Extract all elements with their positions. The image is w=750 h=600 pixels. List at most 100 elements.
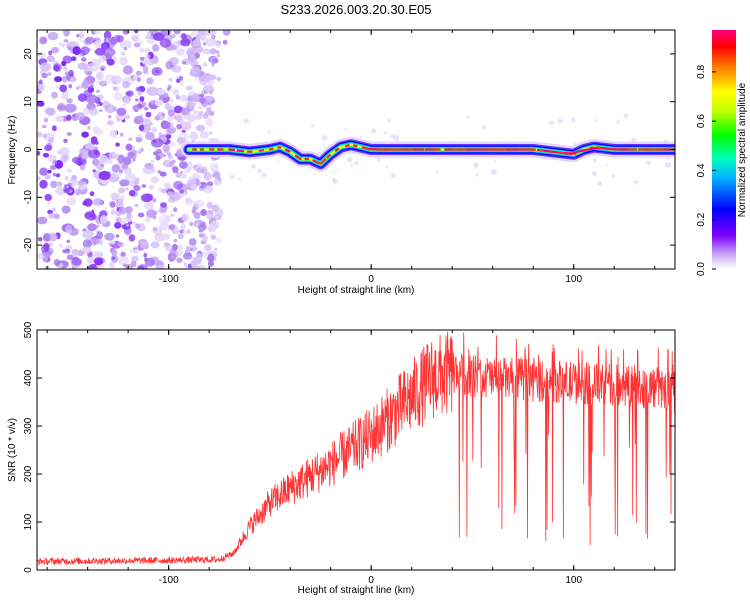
noise-blob [155, 155, 161, 161]
noise-blob [155, 69, 160, 74]
noise-blob [202, 62, 208, 67]
colorbar-tick-label: 0.0 [696, 262, 707, 276]
noise-blob [204, 111, 210, 116]
noise-speck [646, 160, 651, 165]
noise-blob [172, 243, 178, 251]
noise-blob [57, 104, 65, 110]
noise-speck [475, 173, 479, 177]
noise-speck [371, 128, 377, 134]
noise-blob [112, 86, 117, 90]
x-tick-label: -100 [159, 575, 179, 586]
y-tick-label: -10 [23, 190, 34, 205]
noise-speck [385, 165, 389, 169]
colorbar-tick-label: 0.6 [696, 114, 707, 128]
noise-blob [92, 169, 96, 173]
noise-blob [143, 253, 148, 258]
noise-blob [205, 210, 215, 220]
noise-blob [150, 138, 164, 148]
noise-blob [176, 78, 181, 83]
noise-blob [160, 121, 171, 129]
noise-speck [634, 180, 639, 185]
chart-title: S233.2026.003.20.30.E05 [280, 2, 431, 17]
noise-blob [180, 223, 186, 230]
noise-blob [182, 229, 188, 235]
noise-blob [47, 154, 57, 162]
noise-blob [87, 149, 101, 159]
noise-speck [605, 164, 608, 167]
noise-blob [79, 148, 89, 157]
noise-blob [167, 110, 176, 117]
noise-blob [81, 131, 89, 138]
noise-blob [47, 169, 52, 174]
noise-blob [181, 173, 187, 179]
noise-blob [204, 244, 212, 252]
noise-blob [123, 156, 132, 166]
noise-blob [62, 66, 68, 71]
noise-blob [106, 58, 115, 66]
noise-blob [104, 104, 116, 114]
noise-speck [311, 124, 315, 128]
snr-y-axis-label: SNR (10 * v/v) [7, 418, 18, 482]
noise-blob [163, 233, 171, 240]
noise-blob [59, 243, 63, 248]
noise-blob [192, 38, 201, 47]
noise-blob [93, 257, 104, 266]
noise-blob [53, 258, 61, 266]
noise-blob [54, 76, 63, 83]
noise-speck [257, 168, 263, 174]
noise-blob [186, 229, 191, 234]
noise-blob [142, 65, 149, 72]
noise-blob [108, 261, 115, 269]
noise-blob [199, 97, 206, 104]
noise-blob [197, 174, 202, 180]
noise-blob [193, 199, 204, 208]
noise-blob [94, 47, 106, 56]
noise-blob [61, 75, 68, 83]
noise-blob [148, 184, 155, 190]
noise-blob [58, 181, 63, 187]
noise-blob [150, 159, 154, 163]
x-tick-label: 100 [565, 575, 582, 586]
noise-blob [134, 95, 139, 99]
noise-blob [99, 73, 104, 78]
noise-blob [211, 174, 216, 178]
noise-blob [180, 33, 187, 40]
noise-blob [68, 69, 74, 77]
noise-blob [209, 163, 219, 173]
noise-blob [124, 264, 134, 269]
noise-blob [52, 172, 57, 177]
noise-blob [130, 260, 137, 267]
noise-blob [134, 30, 139, 34]
noise-blob [186, 47, 196, 57]
noise-blob [176, 115, 183, 123]
noise-blob [62, 249, 68, 254]
noise-blob [52, 63, 62, 72]
noise-blob [176, 123, 182, 130]
noise-blob [43, 242, 50, 251]
noise-blob [77, 62, 88, 70]
noise-blob [37, 150, 41, 156]
noise-blob [94, 39, 103, 49]
noise-speck [384, 131, 388, 135]
noise-blob [108, 47, 113, 52]
noise-blob [165, 134, 172, 140]
noise-blob [145, 111, 152, 118]
noise-blob [200, 209, 208, 216]
noise-blob [163, 182, 171, 189]
noise-blob [140, 241, 150, 249]
noise-speck [346, 156, 353, 163]
noise-blob [145, 131, 155, 141]
noise-blob [185, 85, 193, 91]
noise-blob [173, 207, 178, 213]
noise-blob [66, 254, 74, 261]
noise-blob [132, 104, 141, 112]
noise-blob [168, 77, 173, 82]
noise-blob [117, 241, 124, 247]
noise-speck [376, 157, 381, 162]
noise-blob [95, 89, 101, 93]
noise-blob [59, 146, 70, 157]
colorbar-tick-label: 0.4 [696, 163, 707, 177]
noise-blob [163, 96, 170, 102]
noise-blob [190, 66, 201, 74]
